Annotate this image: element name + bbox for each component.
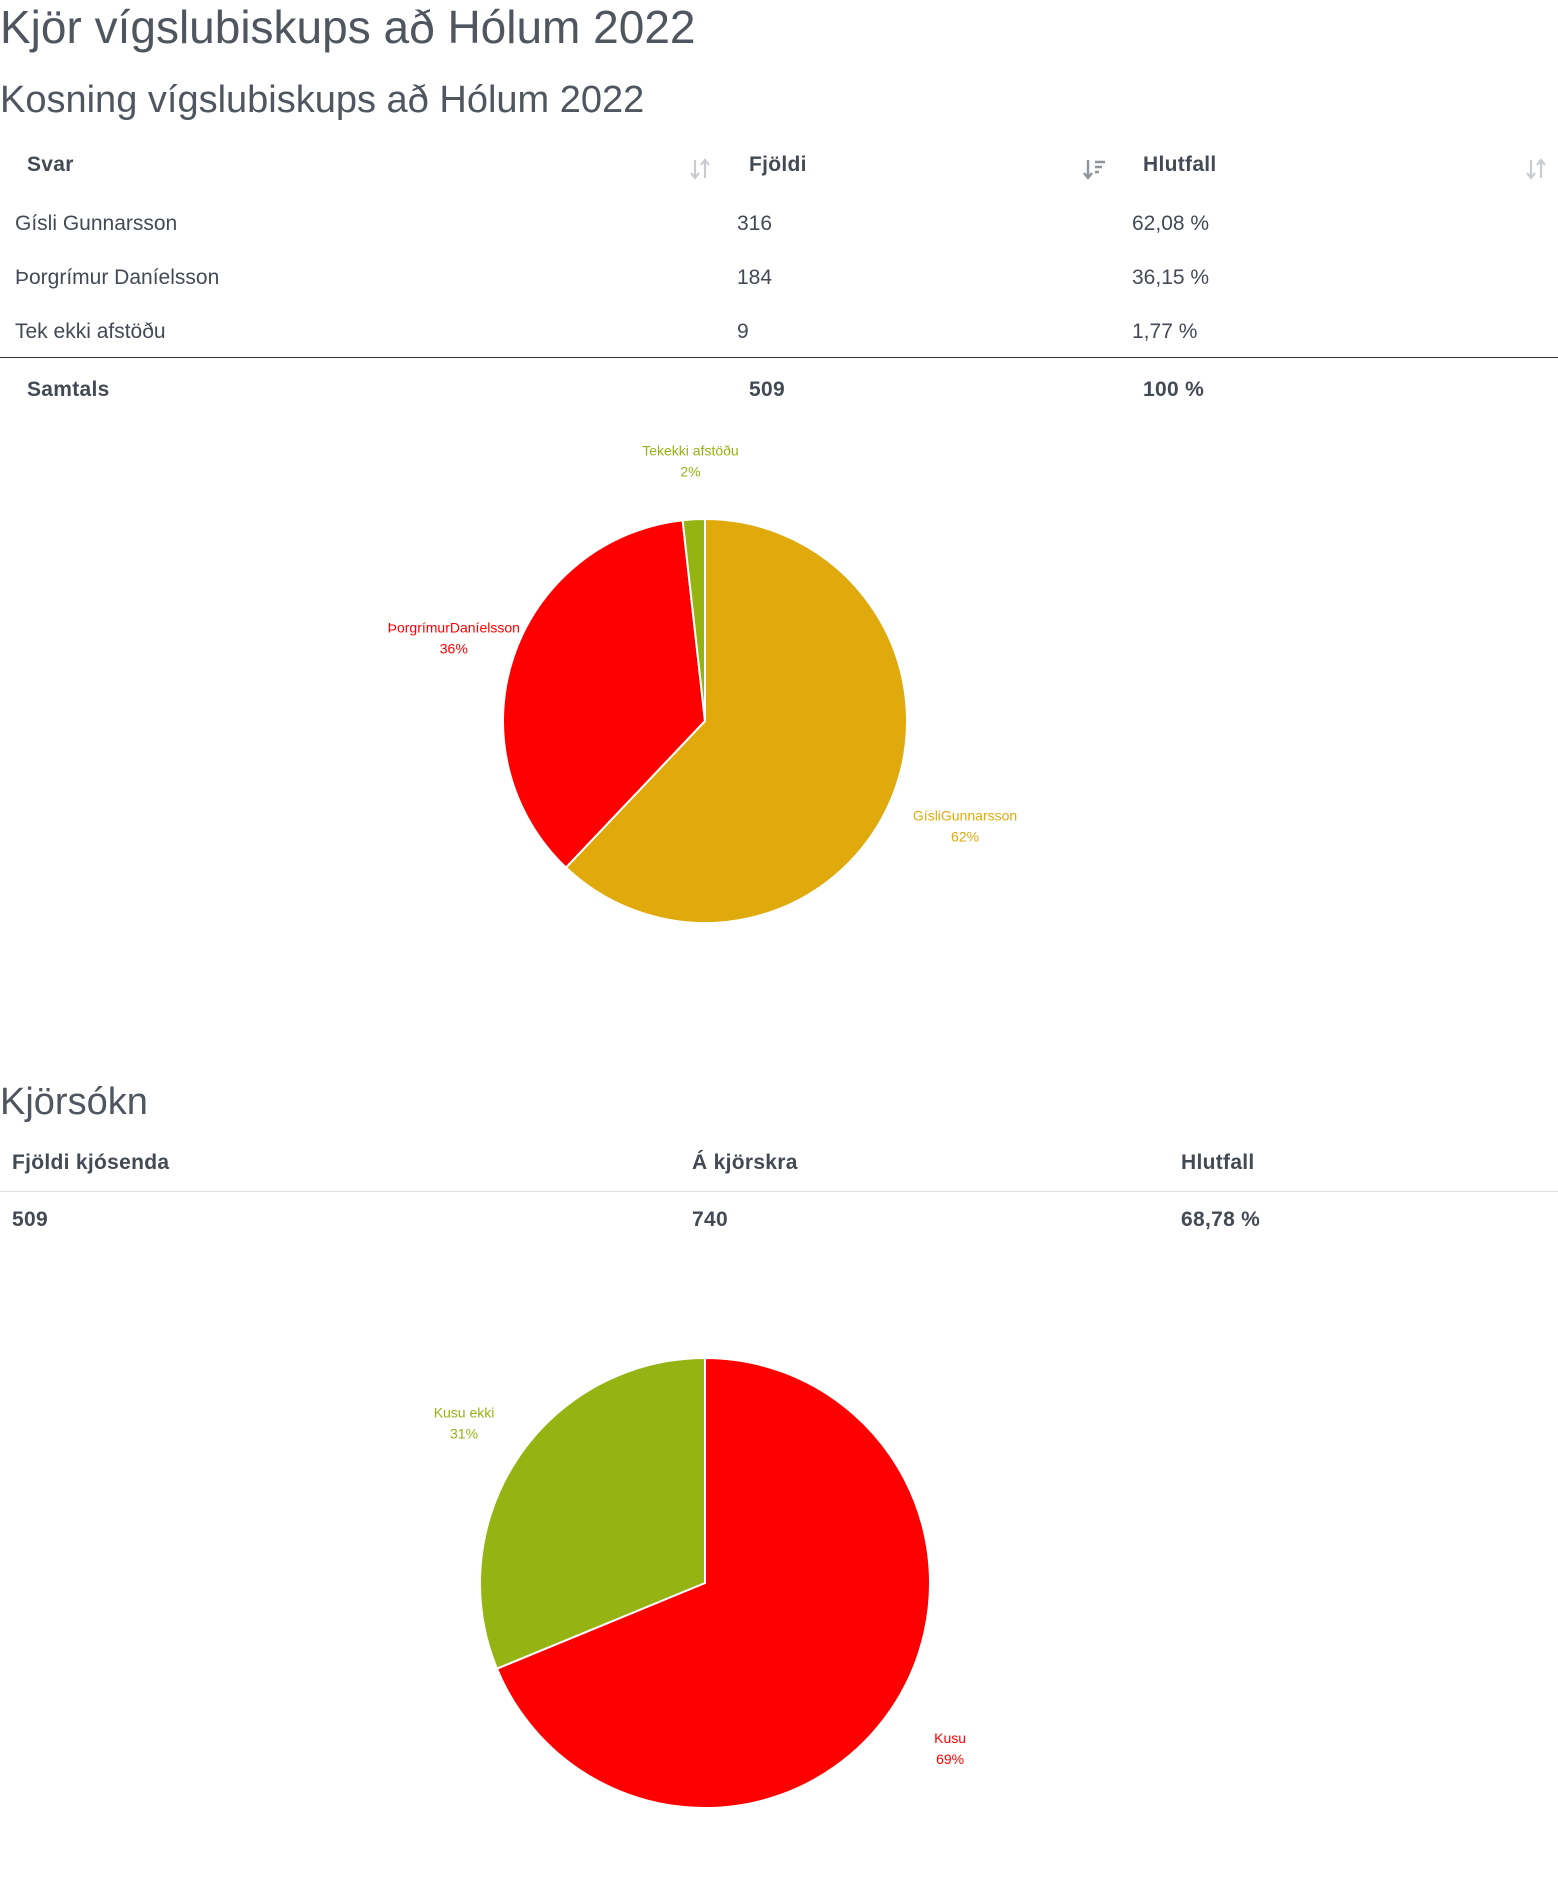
column-header-count-label: Fjöldi xyxy=(749,153,807,176)
turnout-pie-chart: Kusu 69% Kusu ekki 31% xyxy=(434,1356,966,1809)
share-cell: 1,77 % xyxy=(1132,320,1198,343)
total-share: 100 % xyxy=(1143,378,1205,401)
share-cell: 62,08 % xyxy=(1132,212,1210,235)
pie-slice xyxy=(564,517,908,924)
total-count: 509 xyxy=(749,378,785,401)
answer-cell: Tek ekki afstöðu xyxy=(15,320,166,343)
count-cell: 184 xyxy=(737,266,773,289)
count-cell: 9 xyxy=(737,320,749,343)
turnout-section-title: Kjörsókn xyxy=(0,1081,148,1123)
slice-percent-label: 62% xyxy=(951,829,979,845)
results-section-title: Kosning vígslubiskups að Hólum 2022 xyxy=(0,79,645,121)
column-header-voters: Fjöldi kjósenda xyxy=(12,1151,170,1174)
slice-name-label: Tekekki afstöðu xyxy=(642,442,739,458)
slice-percent-label: 69% xyxy=(936,1751,964,1767)
table-divider xyxy=(0,1191,1558,1192)
page-title: Kjör vígslubiskups að Hólum 2022 xyxy=(0,1,696,53)
registered-cell: 740 xyxy=(692,1208,728,1231)
column-header-answer[interactable]: Svar xyxy=(27,153,74,177)
column-header-answer-label: Svar xyxy=(27,153,74,176)
voters-cell: 509 xyxy=(12,1208,48,1231)
sort-neutral-icon[interactable] xyxy=(1522,155,1550,183)
column-header-count[interactable]: Fjöldi xyxy=(749,153,807,177)
total-label: Samtals xyxy=(27,378,110,401)
sort-neutral-icon[interactable] xyxy=(686,155,714,183)
slice-percent-label: 2% xyxy=(680,463,700,479)
sort-descending-icon[interactable] xyxy=(1080,155,1108,183)
share-cell: 36,15 % xyxy=(1132,266,1210,289)
pie-slice xyxy=(495,1356,931,1809)
pie-slice xyxy=(479,1356,706,1670)
column-header-share: Hlutfall xyxy=(1181,1151,1255,1174)
column-header-share[interactable]: Hlutfall xyxy=(1143,153,1217,177)
pie-slice xyxy=(681,517,706,722)
column-header-share-label: Hlutfall xyxy=(1143,153,1217,176)
slice-name-label: Kusu ekki xyxy=(434,1405,495,1421)
answer-cell: Þorgrímur Daníelsson xyxy=(15,266,220,289)
slice-name-label: ÞorgrímurDaníelsson xyxy=(388,620,520,636)
results-pie-chart: GísliGunnarsson 62% ÞorgrímurDaníelsson 36%… xyxy=(388,442,1017,924)
slice-percent-label: 31% xyxy=(450,1426,478,1442)
slice-percent-label: 36% xyxy=(440,641,468,657)
count-cell: 316 xyxy=(737,212,773,235)
slice-name-label: GísliGunnarsson xyxy=(913,808,1017,824)
answer-cell: Gísli Gunnarsson xyxy=(15,212,178,235)
share-cell: 68,78 % xyxy=(1181,1208,1261,1231)
slice-name-label: Kusu xyxy=(934,1730,966,1746)
column-header-registered: Á kjörskra xyxy=(692,1151,798,1174)
table-divider xyxy=(0,357,1558,358)
pie-slice xyxy=(502,519,707,869)
